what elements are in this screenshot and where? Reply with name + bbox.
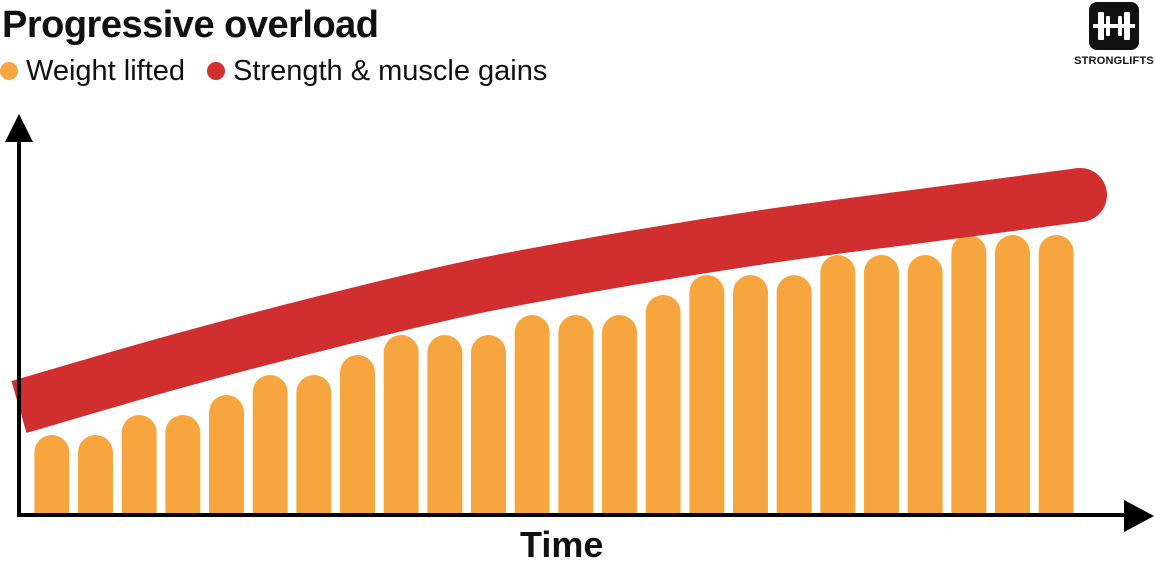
axes — [5, 114, 1154, 532]
legend-dot-weight — [0, 62, 18, 80]
weight-bar — [340, 355, 375, 515]
weight-bar — [907, 255, 943, 515]
weight-bar — [78, 435, 113, 515]
legend-label-strength: Strength & muscle gains — [233, 55, 548, 87]
barbell-icon — [1089, 2, 1139, 50]
weight-bar — [427, 335, 463, 515]
weight-bar — [514, 315, 550, 515]
strength-curve-end — [1053, 168, 1107, 222]
logo-text: STRONGLIFTS — [1074, 55, 1154, 67]
stronglifts-logo: STRONGLIFTS — [1072, 2, 1156, 67]
legend-dot-strength — [207, 62, 226, 80]
weight-bar — [165, 415, 201, 515]
weight-bar — [34, 435, 70, 515]
strength-curve — [11, 168, 1084, 433]
weight-bar — [864, 255, 899, 515]
weight-bar — [471, 335, 506, 515]
weight-bar — [209, 395, 244, 515]
x-axis-arrow — [1124, 500, 1154, 532]
weight-bar — [645, 295, 681, 515]
weight-bar — [383, 335, 419, 515]
weight-bar — [1038, 234, 1074, 515]
weight-bar — [776, 275, 812, 515]
x-axis-label: Time — [520, 524, 604, 565]
weight-bar — [820, 255, 856, 515]
weight-bar — [951, 234, 987, 515]
bars-group — [34, 234, 1074, 515]
legend-label-weight: Weight lifted — [26, 55, 186, 87]
weight-bar — [689, 275, 725, 515]
legend-item-weight: Weight lifted — [0, 52, 185, 90]
weight-bar — [121, 415, 157, 515]
weight-bar — [296, 375, 332, 515]
weight-bar — [733, 275, 768, 515]
legend: Weight lifted Strength & muscle gains — [0, 52, 569, 90]
legend-item-strength: Strength & muscle gains — [207, 52, 547, 90]
weight-bar — [558, 315, 594, 515]
chart-title: Progressive overload — [2, 4, 379, 46]
weight-bar — [252, 375, 288, 515]
weight-bar — [995, 234, 1030, 515]
y-axis-arrow — [5, 114, 33, 142]
weight-bar — [602, 315, 637, 515]
